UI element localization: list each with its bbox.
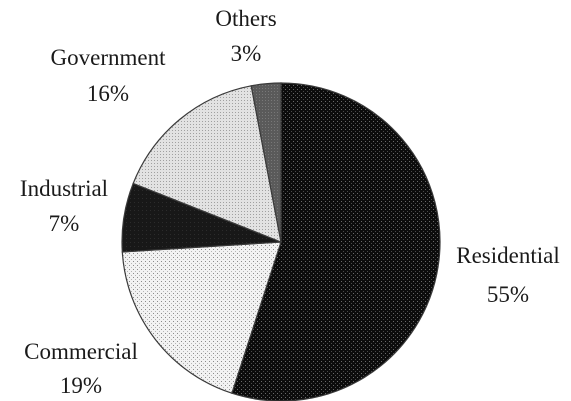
pie-slice-government [132,85,282,243]
pie-labels: Residential 55% Commercial 19% Industrial 7% G… [20,6,560,398]
slice-label-industrial: Industrial [20,176,108,201]
slice-label-others: Others [215,6,276,31]
slice-value-government: 16% [87,81,129,106]
pie-slices [121,82,441,401]
pie-slice-residential [231,82,441,401]
slice-label-commercial: Commercial [24,339,138,364]
pie-slice-commercial [121,241,282,394]
slice-value-others: 3% [231,41,262,66]
slice-label-residential: Residential [456,243,559,268]
slice-value-industrial: 7% [49,211,80,236]
pie-slice-others [250,82,282,243]
slice-value-commercial: 19% [60,373,102,398]
slice-label-government: Government [51,45,167,70]
slice-value-residential: 55% [487,282,529,307]
